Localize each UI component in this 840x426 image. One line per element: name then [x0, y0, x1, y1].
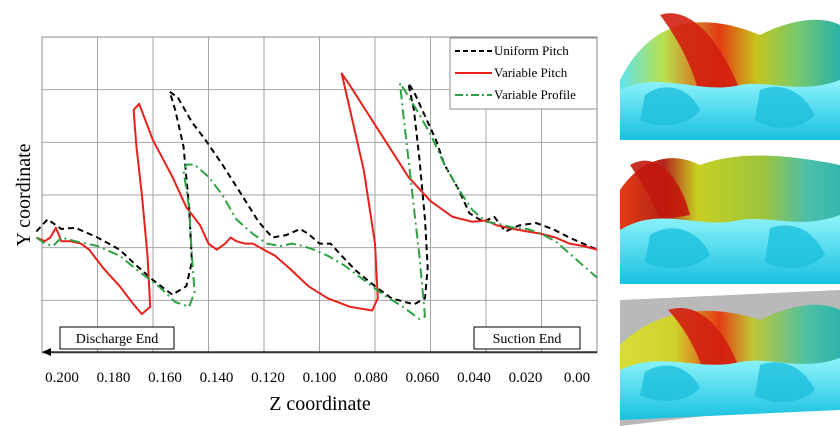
rotor-render-bottom	[620, 290, 840, 426]
x-tick-label: 0.160	[148, 370, 182, 386]
discharge-arrow-head-icon	[42, 348, 51, 356]
x-tick-label: 0.080	[354, 370, 388, 386]
x-tick-labels: 0.200 0.180 0.160 0.140 0.120 0.100 0.080 0.060…	[45, 370, 590, 386]
legend-label-variable-pitch: Variable Pitch	[494, 65, 568, 80]
legend-label-variable-profile: Variable Profile	[494, 87, 576, 102]
x-tick-label: 0.040	[457, 370, 491, 386]
x-tick-label: 0.180	[97, 370, 131, 386]
legend-label-uniform: Uniform Pitch	[494, 43, 569, 58]
discharge-end-box	[59, 326, 175, 350]
x-tick-label: 0.00	[564, 370, 590, 386]
rotor-render-middle	[620, 146, 840, 284]
legend: Uniform Pitch Variable Pitch Variable Pr…	[449, 37, 598, 110]
plot-area	[41, 36, 598, 354]
y-axis-title: Y coordinate	[13, 143, 35, 246]
x-tick-label: 0.020	[509, 370, 543, 386]
x-tick-label: 0.060	[406, 370, 440, 386]
x-tick-label: 0.140	[200, 370, 234, 386]
suction-end-label: Suction End	[493, 332, 562, 347]
discharge-end-label: Discharge End	[76, 332, 159, 347]
series-line-variable-profile	[35, 82, 598, 320]
x-tick-label: 0.100	[303, 370, 337, 386]
suction-end-box	[473, 326, 581, 350]
x-tick-label: 0.200	[45, 370, 79, 386]
x-axis-title: Z coordinate	[269, 393, 371, 415]
series-line-uniform-pitch	[35, 82, 598, 306]
series-layer	[35, 72, 598, 320]
chart: 0.200 0.180 0.160 0.140 0.120 0.100 0.080 0.060…	[13, 36, 598, 415]
series-line-variable-pitch	[35, 72, 598, 316]
rotor-render-top	[620, 0, 840, 140]
x-tick-label: 0.120	[251, 370, 285, 386]
